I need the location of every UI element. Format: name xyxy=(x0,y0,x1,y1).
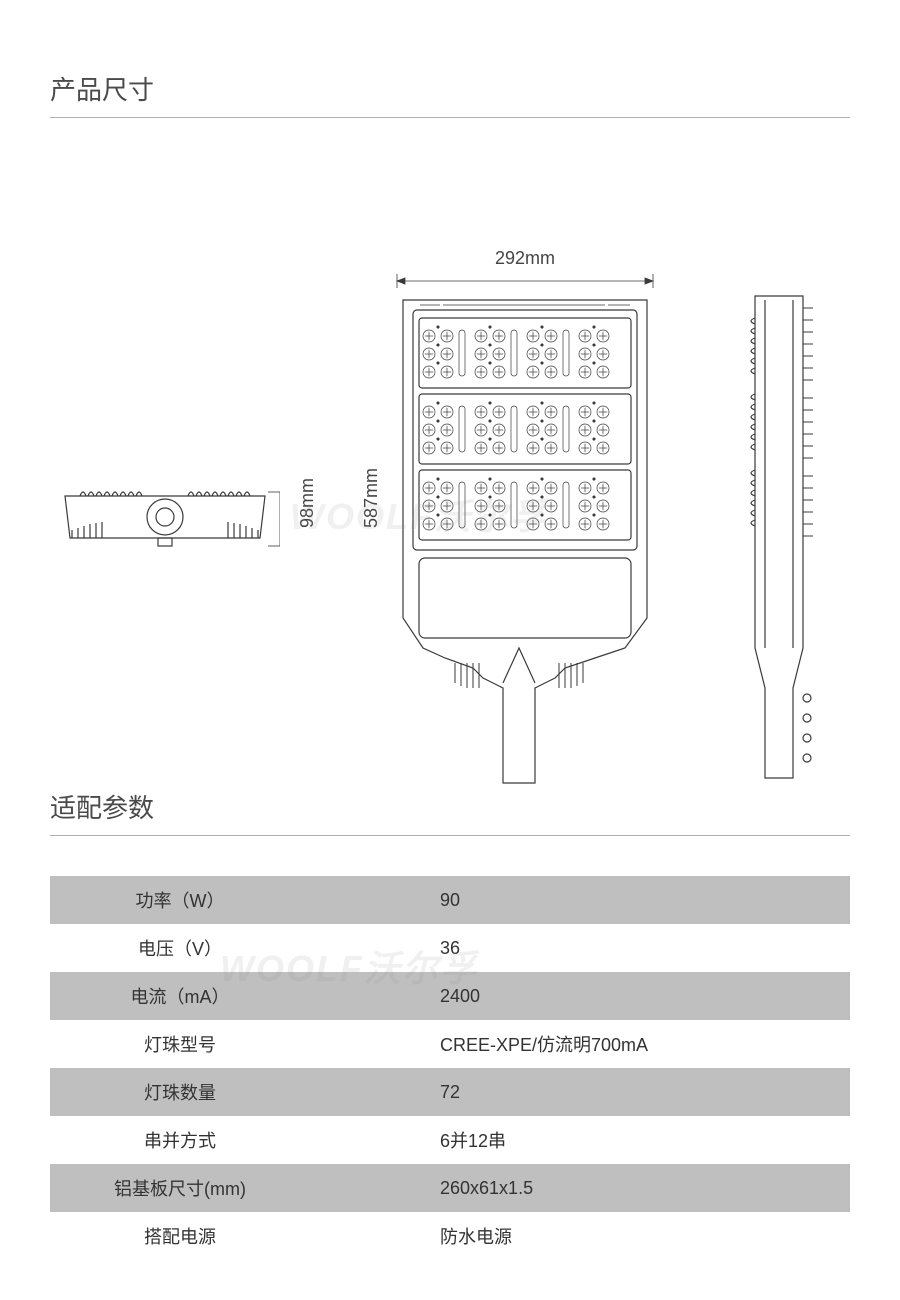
section2-title: 适配参数 xyxy=(50,788,850,825)
param-value: 90 xyxy=(310,876,850,924)
diagram-area: 98mm 292mm xyxy=(50,158,850,738)
param-value: 36 xyxy=(310,924,850,972)
table-row: 电压（V）36 xyxy=(50,924,850,972)
top-view-svg xyxy=(50,468,280,548)
table-row: 搭配电源防水电源 xyxy=(50,1212,850,1260)
section1-title: 产品尺寸 xyxy=(50,70,850,107)
params-table: 功率（W）90电压（V）36电流（mA）2400灯珠型号CREE-XPE/仿流明… xyxy=(50,876,850,1260)
param-value: CREE-XPE/仿流明700mA xyxy=(310,1020,850,1068)
param-label: 电压（V） xyxy=(50,924,310,972)
table-row: 功率（W）90 xyxy=(50,876,850,924)
table-row: 串并方式6并12串 xyxy=(50,1116,850,1164)
param-label: 铝基板尺寸(mm) xyxy=(50,1164,310,1212)
table-row: 灯珠型号CREE-XPE/仿流明700mA xyxy=(50,1020,850,1068)
section2-underline xyxy=(50,835,850,836)
param-label: 串并方式 xyxy=(50,1116,310,1164)
param-value: 72 xyxy=(310,1068,850,1116)
front-view: 292mm xyxy=(395,288,655,793)
width-dimension-label: 292mm xyxy=(395,248,655,269)
param-label: 功率（W） xyxy=(50,876,310,924)
param-value: 2400 xyxy=(310,972,850,1020)
top-view: 98mm xyxy=(50,468,280,548)
param-value: 6并12串 xyxy=(310,1116,850,1164)
param-label: 搭配电源 xyxy=(50,1212,310,1260)
section1-underline xyxy=(50,117,850,118)
param-label: 灯珠型号 xyxy=(50,1020,310,1068)
table-row: 灯珠数量72 xyxy=(50,1068,850,1116)
side-view xyxy=(735,288,825,793)
table-row: 电流（mA）2400 xyxy=(50,972,850,1020)
width-dim-line xyxy=(395,274,655,288)
param-label: 灯珠数量 xyxy=(50,1068,310,1116)
param-label: 电流（mA） xyxy=(50,972,310,1020)
height-dimension-label: 587mm xyxy=(361,468,382,528)
params-section: 适配参数 功率（W）90电压（V）36电流（mA）2400灯珠型号CREE-XP… xyxy=(50,788,850,1260)
front-view-svg xyxy=(395,288,655,788)
param-value: 260x61x1.5 xyxy=(310,1164,850,1212)
side-view-svg xyxy=(735,288,825,788)
table-row: 铝基板尺寸(mm)260x61x1.5 xyxy=(50,1164,850,1212)
param-value: 防水电源 xyxy=(310,1212,850,1260)
depth-dimension-label: 98mm xyxy=(297,478,318,528)
